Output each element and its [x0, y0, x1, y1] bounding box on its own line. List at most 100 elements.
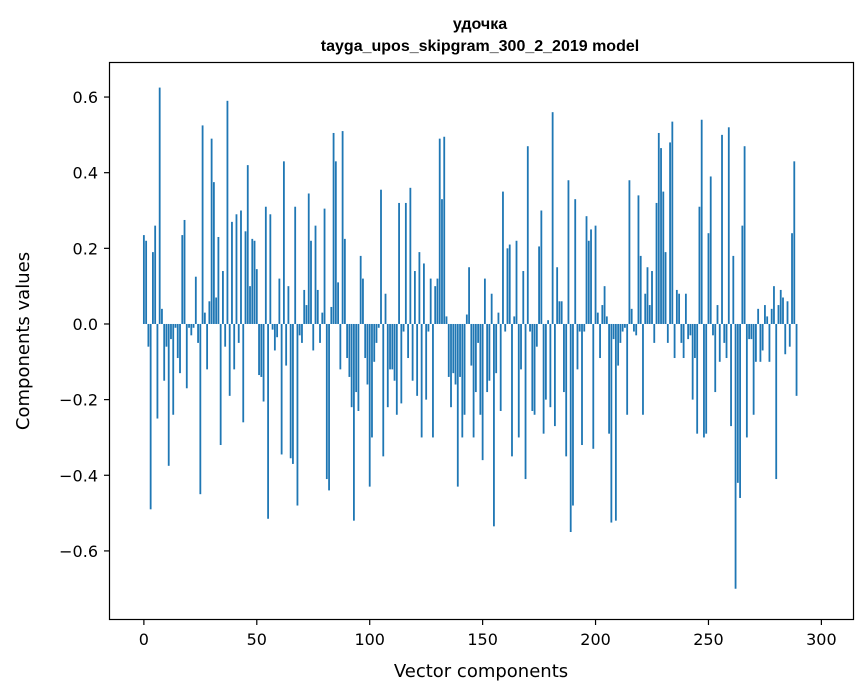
bar — [461, 323, 464, 438]
bar — [373, 323, 376, 362]
bar — [705, 323, 708, 434]
bar — [332, 132, 335, 324]
y-tick-label: 0.0 — [73, 315, 98, 334]
bar — [452, 323, 455, 374]
bar — [228, 323, 231, 396]
bar — [777, 305, 780, 324]
bar — [183, 219, 186, 324]
bar — [255, 269, 258, 324]
bar — [644, 293, 647, 324]
bar — [321, 312, 324, 324]
bar — [531, 323, 534, 411]
bar — [423, 263, 425, 324]
bar — [576, 323, 579, 370]
bar — [544, 323, 547, 400]
bar — [174, 323, 177, 328]
bar — [542, 323, 545, 434]
bar — [488, 323, 491, 381]
bar — [355, 323, 358, 393]
bar — [732, 255, 735, 324]
bar — [267, 323, 269, 519]
bar — [619, 323, 622, 343]
bar — [612, 323, 615, 340]
bar — [669, 142, 671, 324]
bar — [152, 252, 154, 324]
bar — [766, 316, 769, 324]
bar — [757, 308, 760, 324]
x-tick-label: 250 — [693, 630, 724, 649]
bar — [289, 323, 292, 459]
bar — [450, 323, 452, 408]
bar — [231, 221, 233, 324]
bar — [718, 323, 721, 362]
bar — [210, 138, 213, 324]
bar — [712, 323, 714, 336]
bar — [748, 323, 751, 340]
bar — [292, 323, 294, 464]
bar — [583, 323, 586, 332]
bar — [788, 323, 791, 347]
bar — [639, 255, 642, 324]
bar — [664, 252, 667, 324]
bar — [149, 323, 152, 510]
bar — [714, 323, 717, 393]
bar — [569, 323, 572, 533]
bar — [253, 240, 256, 324]
x-tick-label: 100 — [354, 630, 385, 649]
bar — [671, 121, 674, 324]
bar — [429, 278, 432, 324]
bar — [770, 308, 773, 324]
bar — [170, 323, 172, 340]
bar — [366, 323, 369, 385]
bar — [558, 301, 561, 324]
bar — [483, 278, 486, 324]
bar — [445, 316, 448, 324]
bar — [596, 312, 599, 324]
bar — [235, 214, 238, 324]
bar — [603, 286, 606, 324]
bar — [161, 308, 163, 324]
bar — [730, 323, 732, 427]
y-tick-label: 0.4 — [73, 164, 98, 183]
y-axis: −0.6 −0.4 −0.2 0.0 0.2 0.4 0.6 — [59, 88, 110, 561]
bar — [637, 195, 640, 324]
bar — [553, 323, 556, 427]
bar — [506, 248, 509, 324]
bar — [413, 271, 416, 324]
bar — [350, 323, 353, 408]
bar — [203, 312, 206, 324]
bar — [513, 316, 516, 324]
bar — [459, 323, 461, 377]
x-tick-label: 50 — [247, 630, 267, 649]
bar — [278, 278, 281, 324]
bar — [633, 323, 635, 332]
bar — [436, 278, 439, 324]
bar — [678, 293, 681, 324]
bar — [276, 323, 279, 338]
bar — [502, 191, 504, 324]
bar — [617, 323, 620, 366]
bar — [680, 323, 683, 343]
bar — [700, 119, 703, 324]
x-axis-label: Vector components — [394, 661, 568, 682]
bar — [560, 301, 563, 324]
bar — [167, 323, 170, 466]
bar — [454, 323, 457, 385]
bar — [325, 323, 328, 480]
bar — [752, 323, 755, 415]
bar — [294, 206, 297, 324]
bar — [206, 323, 209, 370]
bar — [782, 297, 784, 324]
bar — [215, 297, 218, 324]
bar — [380, 189, 382, 324]
bar — [709, 176, 712, 324]
bar — [411, 323, 414, 381]
bar — [307, 193, 310, 324]
bar — [563, 323, 565, 393]
bar — [201, 125, 204, 324]
bar — [626, 323, 629, 415]
x-tick-label: 200 — [580, 630, 611, 649]
bar — [176, 323, 179, 359]
x-tick-label: 150 — [467, 630, 498, 649]
